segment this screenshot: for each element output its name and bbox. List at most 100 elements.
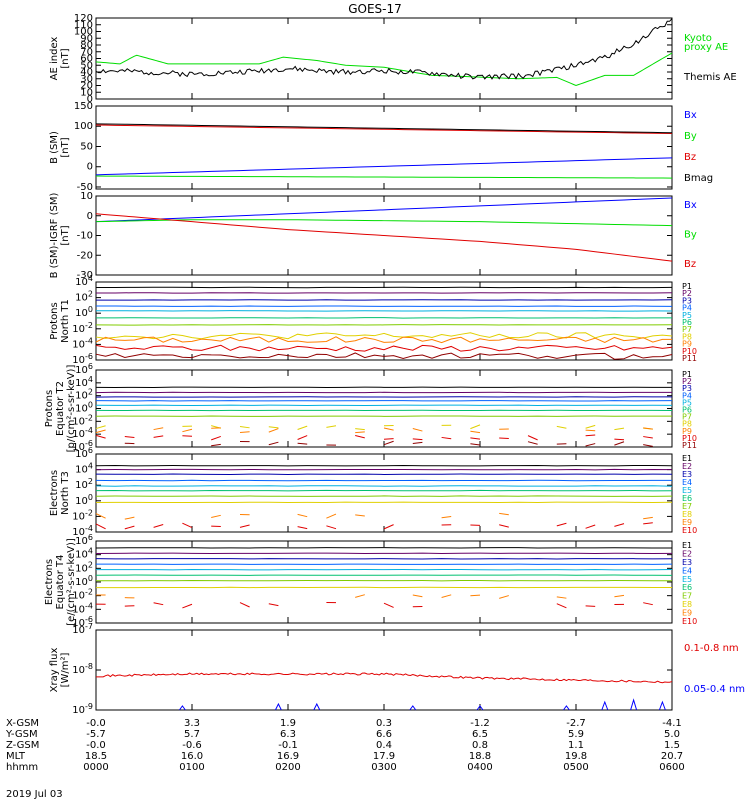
x-axis: X-GSM -0.0 3.3 1.9 0.3 -1.2 -2.7 -4.1 Y-GSM -5.7 5…: [5, 718, 685, 773]
legend-entry: P8: [682, 332, 692, 341]
series-e9: [470, 594, 481, 597]
legend-entry: P9: [682, 427, 692, 436]
legend-entry: Bx: [684, 110, 697, 121]
legend-entry: E4: [682, 478, 692, 487]
series-0-1-0-8-nm: [95, 672, 673, 684]
series-e9: [499, 512, 509, 516]
series-0-05-0-4-nm: [274, 702, 282, 711]
series-p11: [585, 443, 596, 447]
panel-6: 10-610-410-2100102104106ElectronsEquator…: [44, 533, 697, 629]
series-p9: [182, 428, 193, 433]
series-0-05-0-4-nm: [313, 702, 321, 711]
y-tick-label: 60: [80, 54, 93, 65]
legend-entry: E3: [682, 558, 692, 567]
series-p8: [470, 424, 481, 430]
series-p8: [556, 425, 567, 429]
series-p8: [95, 332, 673, 340]
series-e10: [95, 523, 106, 530]
legend-entry: E10: [682, 526, 697, 535]
x-row-value: 0000: [83, 762, 108, 773]
x-row-value: 0.8: [472, 740, 488, 751]
series-p10: [211, 435, 221, 441]
series-p11: [614, 441, 625, 446]
legend-entry: P2: [682, 377, 692, 386]
plot-title: GOES-17: [348, 2, 402, 16]
series-e10: [383, 602, 394, 608]
legend-entry: Bz: [684, 259, 696, 270]
y-axis-label: ElectronsEquator T4[e/(cm²-s-sr-keV)]: [44, 538, 77, 626]
series-e9: [124, 516, 135, 520]
series-p8: [585, 424, 596, 429]
series-bx: [95, 157, 673, 176]
series-e10: [556, 603, 567, 609]
series-p10: [95, 344, 673, 352]
x-row-value: 6.6: [376, 729, 392, 740]
y-tick-label: 10: [80, 191, 93, 202]
y-tick-label: 100: [74, 121, 93, 132]
series-p10: [614, 438, 625, 441]
y-tick-label: 10-2: [72, 508, 93, 522]
legend-entry: E5: [682, 575, 692, 584]
series-p10: [95, 434, 106, 439]
series-p10: [527, 435, 538, 441]
x-row-value: -0.1: [278, 740, 298, 751]
legend-entry: P6: [682, 406, 692, 415]
y-tick-label: 150: [74, 101, 93, 112]
series-p8: [95, 425, 106, 430]
x-row-value: 18.5: [85, 751, 107, 762]
y-axis-label: ProtonsNorth T1: [49, 299, 71, 343]
y-tick-label: 50: [80, 141, 93, 152]
y-axis-label: Xray flux[W/m²]: [49, 648, 71, 693]
x-row-value: 0.4: [376, 740, 392, 751]
series-p11: [211, 443, 221, 447]
y-tick-label: 100: [75, 574, 93, 588]
legend-entry: E8: [682, 510, 692, 519]
series-p11: [297, 442, 308, 445]
legend-entry: P5: [682, 311, 692, 320]
legend-entry: P3: [682, 384, 692, 393]
y-tick-label: 104: [75, 547, 93, 561]
series-0-05-0-4-nm: [630, 698, 638, 711]
y-tick-label: 0: [87, 94, 93, 105]
legend-entry: P8: [682, 420, 692, 429]
legend-entry: E8: [682, 600, 692, 609]
legend-entry: E6: [682, 494, 692, 503]
panel-2: -30 -20 -10 0 10 B (SM)-IGRF (SM)[nT] Bx By Bz: [49, 191, 697, 281]
series-p9: [153, 427, 164, 431]
y-axis-label: ProtonsEquator T2[p/(cm²-s-sr-keV)]: [44, 365, 77, 453]
series-e10: [297, 526, 308, 530]
y-axis-label: B (SM)-IGRF (SM)[nT]: [49, 193, 71, 279]
legend-entry: Bz: [684, 152, 696, 163]
series-bz: [95, 213, 673, 262]
x-row-value: -0.6: [182, 740, 202, 751]
series-e9: [499, 595, 509, 599]
series-p10: [470, 437, 481, 440]
date-label: 2019 Jul 03: [6, 789, 63, 800]
series-e9: [355, 514, 365, 517]
series-0-05-0-4-nm: [601, 700, 609, 711]
x-row-value: -1.2: [470, 718, 490, 729]
x-row-value: 1.1: [568, 740, 584, 751]
legend-entry: E9: [682, 518, 692, 527]
series-p10: [499, 437, 509, 439]
x-row-value: 3.3: [184, 718, 200, 729]
legend-entry: E3: [682, 470, 692, 479]
x-row-value: -0.0: [86, 718, 106, 729]
series-p8: [355, 428, 365, 431]
y-tick-label: 100: [75, 493, 93, 507]
y-tick-label: 106: [75, 533, 93, 547]
series-p10: [153, 435, 164, 438]
legend-entry: E4: [682, 566, 692, 575]
series-kyoto-proxy-ae: [95, 52, 673, 87]
x-row-value: 6.5: [472, 729, 488, 740]
legend-entry: P5: [682, 398, 692, 407]
series-themis-ae: [95, 18, 673, 80]
series-e9: [556, 596, 567, 599]
y-tick-label: 30: [80, 74, 93, 85]
legend-entry: By: [684, 230, 697, 241]
legend-entry: E7: [682, 502, 692, 511]
series-bx: [95, 197, 673, 223]
legend-entry: proxy AE: [684, 42, 728, 53]
